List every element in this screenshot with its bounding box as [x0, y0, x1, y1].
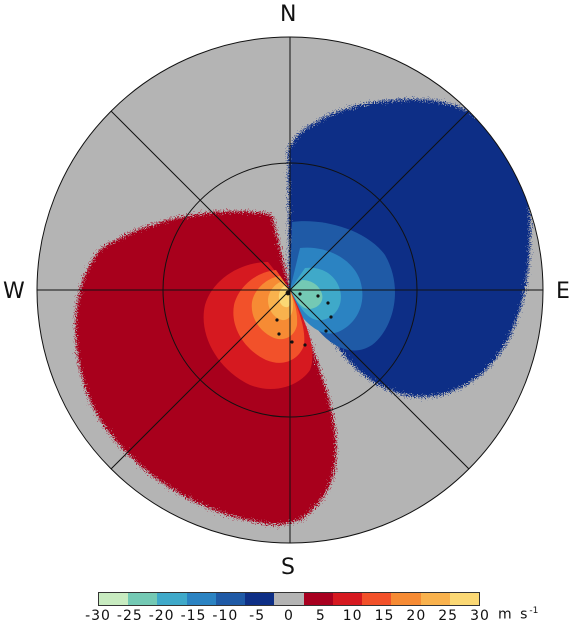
radial-ne-sw: [110, 110, 470, 470]
color-scale-tick: 0: [284, 608, 294, 624]
color-swatch: [362, 593, 392, 605]
north-label: N: [280, 2, 297, 27]
color-swatch: [332, 593, 363, 605]
color-swatch: [99, 593, 129, 605]
color-scale-tick: -25: [116, 608, 143, 624]
color-swatch: [128, 593, 158, 605]
color-scale-tick: -15: [180, 608, 207, 624]
color-scale-tick: -30: [85, 608, 111, 624]
origin-dots: [275, 290, 333, 347]
color-swatch: [215, 593, 246, 605]
color-swatch: [420, 593, 450, 605]
unit-exponent: -1: [529, 606, 539, 616]
color-swatch: [391, 593, 421, 605]
unit-text: m s: [498, 606, 530, 623]
color-scale-bar: [98, 592, 480, 606]
color-scale-tick: 5: [315, 608, 326, 624]
color-scale-tick: 25: [438, 608, 459, 624]
blue-lobe-band-5: [290, 280, 323, 309]
color-scale-tick: 10: [342, 608, 363, 624]
color-scale-tick: -5: [249, 608, 266, 624]
color-scale-ticks: -30 -25 -20 -15 -10 -5 0 5 10 15 20 25 30: [80, 608, 550, 624]
color-scale-tick: 20: [406, 608, 427, 624]
east-label: E: [556, 279, 570, 304]
color-scale-tick: -10: [212, 608, 239, 624]
radial-lines: [37, 37, 543, 543]
red-lobe-band-6: [278, 285, 291, 308]
color-swatch: [274, 593, 304, 605]
color-scale-tick: -20: [148, 608, 175, 624]
color-swatch: [186, 593, 216, 605]
south-label: S: [281, 555, 295, 580]
west-label: W: [3, 279, 25, 304]
color-scale-tick: 30: [470, 608, 490, 624]
velocity-ppi-plot: [36, 36, 544, 544]
color-scale-tick: 15: [374, 608, 395, 624]
color-scale-unit: m s-1: [498, 606, 538, 623]
color-swatch: [449, 593, 480, 605]
color-swatch: [303, 593, 333, 605]
color-swatch: [245, 593, 275, 605]
color-swatch: [157, 593, 187, 605]
